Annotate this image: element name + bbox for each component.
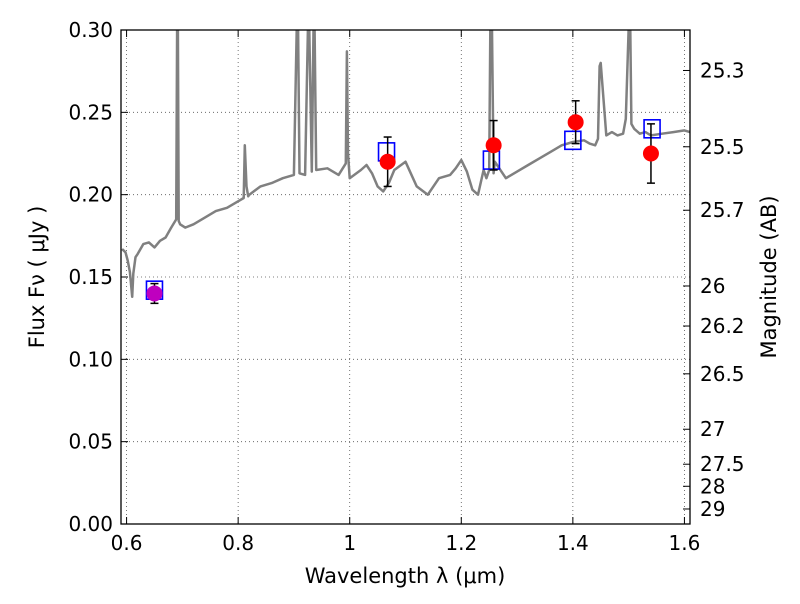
right-tick-label: 27.5: [700, 452, 745, 476]
x-tick-label: 1.6: [669, 531, 701, 555]
x-tick-label: 1.2: [445, 531, 477, 555]
observed-point: [642, 145, 659, 162]
y-tick-label: 0.30: [68, 18, 113, 42]
synthetic-point: [564, 130, 582, 151]
observed-layer: [146, 114, 659, 302]
tick-layer: 0.6 0.8 1 1.2 1.4 1.6 0.00 0.05 0.10 0.15 0.20 0.25…: [68, 18, 744, 555]
y-tick-label: 0.05: [68, 430, 113, 454]
observed-point: [567, 114, 584, 131]
x-axis-label: Wavelength λ (μm): [305, 564, 506, 588]
observed-point: [379, 153, 396, 170]
model-spectrum-line: [121, 30, 690, 299]
right-tick-label: 29: [700, 497, 725, 521]
y-axis-label-right: Magnitude (AB): [757, 195, 781, 358]
observed-point: [146, 285, 163, 302]
y-tick-label: 0.25: [68, 100, 113, 124]
right-tick-label: 26.5: [700, 362, 745, 386]
model-layer: [121, 30, 690, 299]
right-tick-label: 25.7: [700, 198, 745, 222]
right-tick-label: 26: [700, 274, 725, 298]
x-tick-label: 1: [343, 531, 356, 555]
y-tick-label: 0.00: [68, 512, 113, 536]
right-tick-label: 26.2: [700, 314, 745, 338]
y-tick-label: 0.20: [68, 183, 113, 207]
y-tick-label: 0.15: [68, 265, 113, 289]
synthetic-point: [643, 119, 661, 139]
x-tick-label: 1.4: [557, 531, 589, 555]
right-tick-label: 28: [700, 474, 725, 498]
right-tick-label: 25.5: [700, 135, 745, 159]
right-tick-label: 27: [700, 417, 725, 441]
x-tick-label: 0.6: [111, 531, 143, 555]
observed-point: [485, 137, 502, 154]
right-tick-label: 25.3: [700, 58, 745, 82]
x-tick-label: 0.8: [222, 531, 254, 555]
y-axis-label-left: Flux Fν ( μJy ): [25, 206, 49, 349]
y-tick-label: 0.10: [68, 347, 113, 371]
